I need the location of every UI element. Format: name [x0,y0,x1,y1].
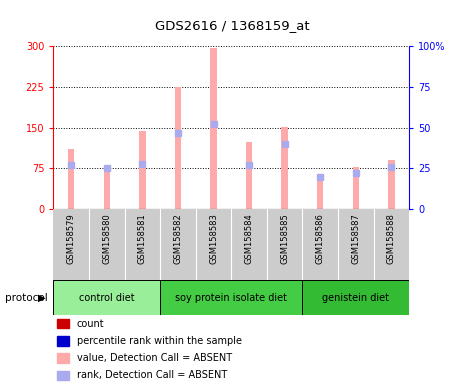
Text: value, Detection Call = ABSENT: value, Detection Call = ABSENT [77,353,232,363]
Bar [57,319,69,328]
Text: GSM158584: GSM158584 [245,213,253,263]
Bar [352,167,359,209]
Bar [57,353,69,363]
Bar [57,371,69,380]
Bar [175,87,181,209]
Text: genistein diet: genistein diet [322,293,389,303]
Text: rank, Detection Call = ABSENT: rank, Detection Call = ABSENT [77,370,227,381]
Bar [388,161,395,209]
Text: GSM158588: GSM158588 [387,213,396,264]
Text: percentile rank within the sample: percentile rank within the sample [77,336,242,346]
Text: protocol: protocol [5,293,47,303]
Text: GSM158587: GSM158587 [352,213,360,264]
Text: GSM158581: GSM158581 [138,213,147,263]
Text: control diet: control diet [79,293,135,303]
Text: count: count [77,318,104,329]
Text: GSM158585: GSM158585 [280,213,289,263]
Text: GSM158586: GSM158586 [316,213,325,264]
Bar [160,280,303,315]
Bar [139,131,146,209]
Bar [68,149,74,209]
Bar [104,166,110,209]
Bar [246,142,252,209]
Text: GSM158582: GSM158582 [173,213,182,263]
Text: GSM158579: GSM158579 [67,213,76,263]
Text: GDS2616 / 1368159_at: GDS2616 / 1368159_at [155,19,310,32]
Bar [210,48,217,209]
Bar [317,179,324,209]
Text: ▶: ▶ [38,293,46,303]
Bar [303,280,409,315]
Bar [53,280,160,315]
Bar [281,127,288,209]
Text: GSM158580: GSM158580 [102,213,111,263]
Text: soy protein isolate diet: soy protein isolate diet [175,293,287,303]
Text: GSM158583: GSM158583 [209,213,218,264]
Bar [57,336,69,346]
